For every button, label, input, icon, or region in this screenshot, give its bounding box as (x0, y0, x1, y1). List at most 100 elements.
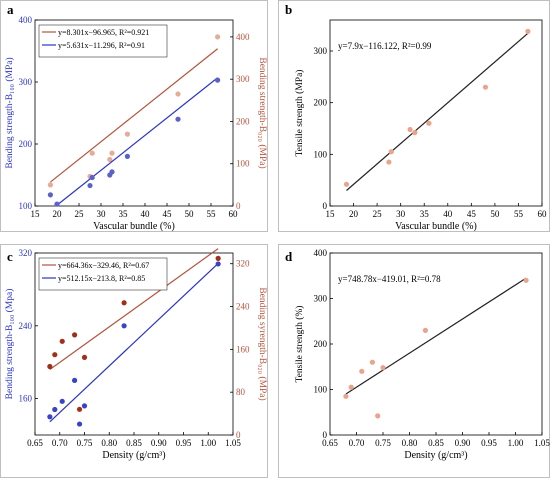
y-tick-label: 200 (314, 98, 328, 108)
legend-box (38, 24, 168, 58)
x-tick-label: 0.80 (101, 438, 117, 448)
data-point (359, 368, 365, 374)
plot-area (34, 19, 234, 207)
y-tick-label-right: 300 (236, 74, 250, 84)
data-point (109, 169, 115, 175)
panel-letter: a (7, 2, 14, 17)
data-point (175, 91, 181, 97)
data-point (121, 300, 127, 306)
x-tick-label: 0.75 (375, 438, 391, 448)
y-axis-label-right: Bending syrength-B₀₂₀ (MPa) (257, 287, 268, 400)
y-tick-label: 100 (314, 385, 328, 395)
y-tick-label-right: 240 (236, 302, 250, 312)
fit-line (49, 262, 219, 423)
data-point (47, 182, 54, 188)
x-tick-label: 0.95 (176, 438, 192, 448)
y-tick-label: 0 (323, 430, 328, 440)
legend-entry: y=512.15x−213.8, R²=0.85 (58, 274, 145, 283)
x-tick-label: 0.90 (455, 438, 471, 448)
y-tick-label: 300 (314, 46, 328, 56)
data-point (343, 393, 349, 399)
y-axis-label-right: Bending strength-B₀₂₀ (MPa) (257, 57, 268, 168)
y-tick-label-right: 0 (236, 430, 241, 440)
x-axis-label: Vascular bundle (%) (395, 221, 477, 232)
y-axis-left: 0 100 200 300 400 (314, 248, 333, 440)
data-point (343, 181, 350, 187)
x-tick-label: 0.90 (151, 438, 167, 448)
x-tick-label: 20 (53, 209, 63, 219)
y-axis-right: 0 80 160 240 320 (230, 259, 250, 440)
y-axis-label-left: Tensile strength (MPa) (294, 70, 305, 157)
y-tick-label: 300 (19, 77, 33, 87)
data-point (47, 414, 53, 420)
legend-entry: y=664.36x−329.46, R²=0.67 (58, 261, 149, 270)
data-point (89, 174, 95, 181)
x-tick-label: 1.00 (200, 438, 216, 448)
series-0 (343, 28, 531, 191)
x-axis-label: Vascular bundle (%) (93, 221, 175, 232)
data-point (47, 192, 54, 198)
panel-d: d 0.65 0.70 0.75 0.80 0.85 0.90 0.95 1.00 1.05 Den… (278, 244, 550, 478)
y-axis-left: 0 100 200 300 (314, 46, 333, 211)
data-point (215, 255, 221, 261)
legend: y=8.301x−96.965, R²=0.921 y=5.631x−11.296… (38, 24, 168, 58)
panel-a: a 15 20 25 30 35 40 45 50 55 60 Vascular bundle (%)… (0, 0, 268, 232)
x-tick-label: 25 (75, 209, 85, 219)
y-tick-label-right: 200 (236, 116, 250, 126)
x-tick-label: 15 (31, 209, 41, 219)
y-tick-label-right: 320 (236, 259, 250, 269)
x-tick-label: 50 (490, 209, 500, 219)
x-tick-label: 55 (514, 209, 524, 219)
x-tick-label: 40 (141, 209, 151, 219)
x-tick-label: 40 (443, 209, 453, 219)
data-point (124, 131, 130, 137)
panel-frame (278, 0, 550, 232)
x-tick-label: 1.00 (508, 438, 524, 448)
data-point (523, 277, 529, 283)
y-axis-left: 100 200 300 400 (19, 15, 38, 211)
panel-letter: b (285, 2, 292, 17)
data-point (47, 363, 53, 370)
x-tick-label: 35 (420, 209, 430, 219)
y-tick-label: 320 (19, 248, 33, 258)
x-axis: 0.65 0.70 0.75 0.80 0.85 0.90 0.95 1.00 1.05 (322, 432, 550, 448)
legend-entry: y=5.631x−11.296, R²=0.91 (58, 41, 145, 50)
data-point (107, 156, 113, 163)
data-point (386, 159, 392, 165)
series-1 (47, 77, 221, 207)
y-tick-label: 0 (323, 201, 328, 211)
data-point (76, 406, 83, 412)
data-point (215, 34, 221, 40)
x-tick-label: 0.70 (52, 438, 68, 448)
data-point (72, 377, 78, 383)
fit-line (50, 48, 218, 183)
data-point (525, 28, 531, 34)
y-tick-label: 400 (19, 15, 33, 25)
y-tick-label-right: 160 (236, 344, 250, 354)
x-tick-label: 15 (326, 209, 336, 219)
data-point (375, 413, 381, 419)
x-tick-label: 0.65 (322, 438, 338, 448)
y-tick-label: 100 (19, 201, 33, 211)
x-tick-label: 0.65 (27, 438, 43, 448)
data-point (72, 332, 78, 338)
x-tick-label: 25 (373, 209, 383, 219)
series-0 (343, 277, 529, 419)
data-point (124, 153, 130, 159)
x-tick-label: 60 (229, 209, 239, 219)
data-point (407, 126, 413, 133)
x-tick-label: 0.85 (126, 438, 142, 448)
data-point (54, 201, 60, 207)
panel-letter: d (285, 249, 293, 264)
data-point (76, 421, 83, 427)
panel-b: b 15 20 25 30 35 40 45 50 55 60 Vascular bundle (%)… (278, 0, 550, 232)
data-point (482, 84, 489, 90)
y-tick-label: 160 (19, 394, 33, 404)
series-1 (47, 261, 221, 427)
x-tick-label: 30 (396, 209, 406, 219)
data-point (426, 120, 432, 126)
data-point (59, 338, 65, 344)
data-point (422, 327, 428, 333)
legend: y=664.36x−329.46, R²=0.67 y=512.15x−213.8… (38, 257, 168, 291)
